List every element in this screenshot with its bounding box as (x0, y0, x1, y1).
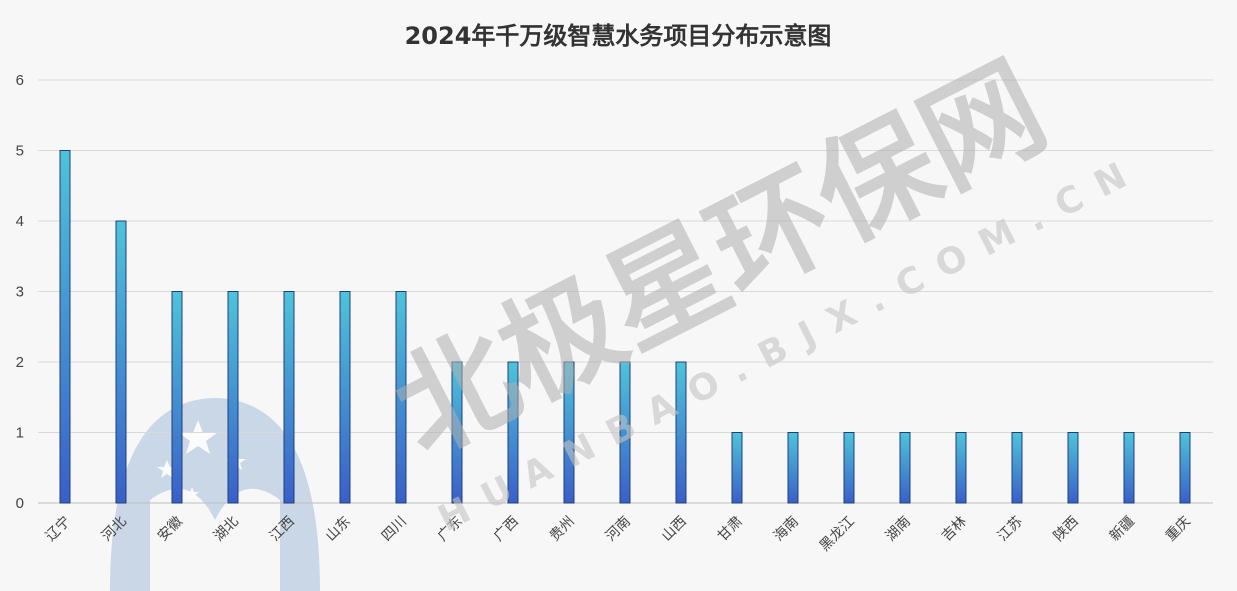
bar (1179, 432, 1191, 504)
y-axis-ticks: 0 1 2 3 4 5 6 (16, 72, 24, 512)
bar (1123, 432, 1135, 504)
x-tick-label: 广西 (491, 514, 522, 545)
x-tick-label: 海南 (771, 514, 802, 545)
bar (1067, 432, 1079, 504)
x-tick-label: 贵州 (547, 514, 578, 545)
y-tick-label: 5 (16, 143, 24, 160)
y-tick-label: 0 (16, 495, 24, 512)
chart-title: 2024年千万级智慧水务项目分布示意图 (405, 22, 832, 50)
bar (171, 291, 183, 504)
bar (563, 361, 575, 504)
bar (899, 432, 911, 504)
bar (1011, 432, 1023, 504)
bar (843, 432, 855, 504)
x-tick-label: 黑龙江 (817, 514, 858, 555)
x-tick-label: 山东 (323, 514, 354, 545)
bar (451, 361, 463, 504)
bar (675, 361, 687, 504)
y-tick-label: 4 (16, 213, 24, 230)
bar (507, 361, 519, 504)
x-tick-label: 山西 (659, 514, 690, 545)
x-tick-label: 辽宁 (42, 513, 74, 545)
bar (59, 150, 71, 504)
bar (787, 432, 799, 504)
y-tick-label: 3 (16, 284, 24, 301)
x-tick-label: 陕西 (1051, 514, 1082, 545)
x-tick-label: 吉林 (939, 514, 970, 545)
bar (619, 361, 631, 504)
bar (115, 220, 127, 504)
x-tick-label: 重庆 (1163, 514, 1194, 545)
x-tick-label: 甘肃 (715, 514, 746, 545)
x-tick-label: 四川 (379, 514, 410, 545)
x-tick-label: 湖南 (883, 514, 914, 545)
bar (955, 432, 967, 504)
x-tick-label: 江苏 (995, 514, 1026, 545)
bar (339, 291, 351, 504)
bar (731, 432, 743, 504)
x-tick-label: 河南 (603, 514, 634, 545)
bar (395, 291, 407, 504)
bars (59, 150, 1191, 504)
bar (283, 291, 295, 504)
y-tick-label: 2 (16, 354, 24, 371)
y-tick-label: 6 (16, 72, 24, 89)
watermark: 北极星环保网 HUANBAO.BJX.COM.CN (373, 37, 1150, 540)
bar (227, 291, 239, 504)
watermark-logo-icon (110, 398, 320, 591)
x-tick-label: 新疆 (1107, 514, 1138, 545)
y-tick-label: 1 (16, 425, 24, 442)
